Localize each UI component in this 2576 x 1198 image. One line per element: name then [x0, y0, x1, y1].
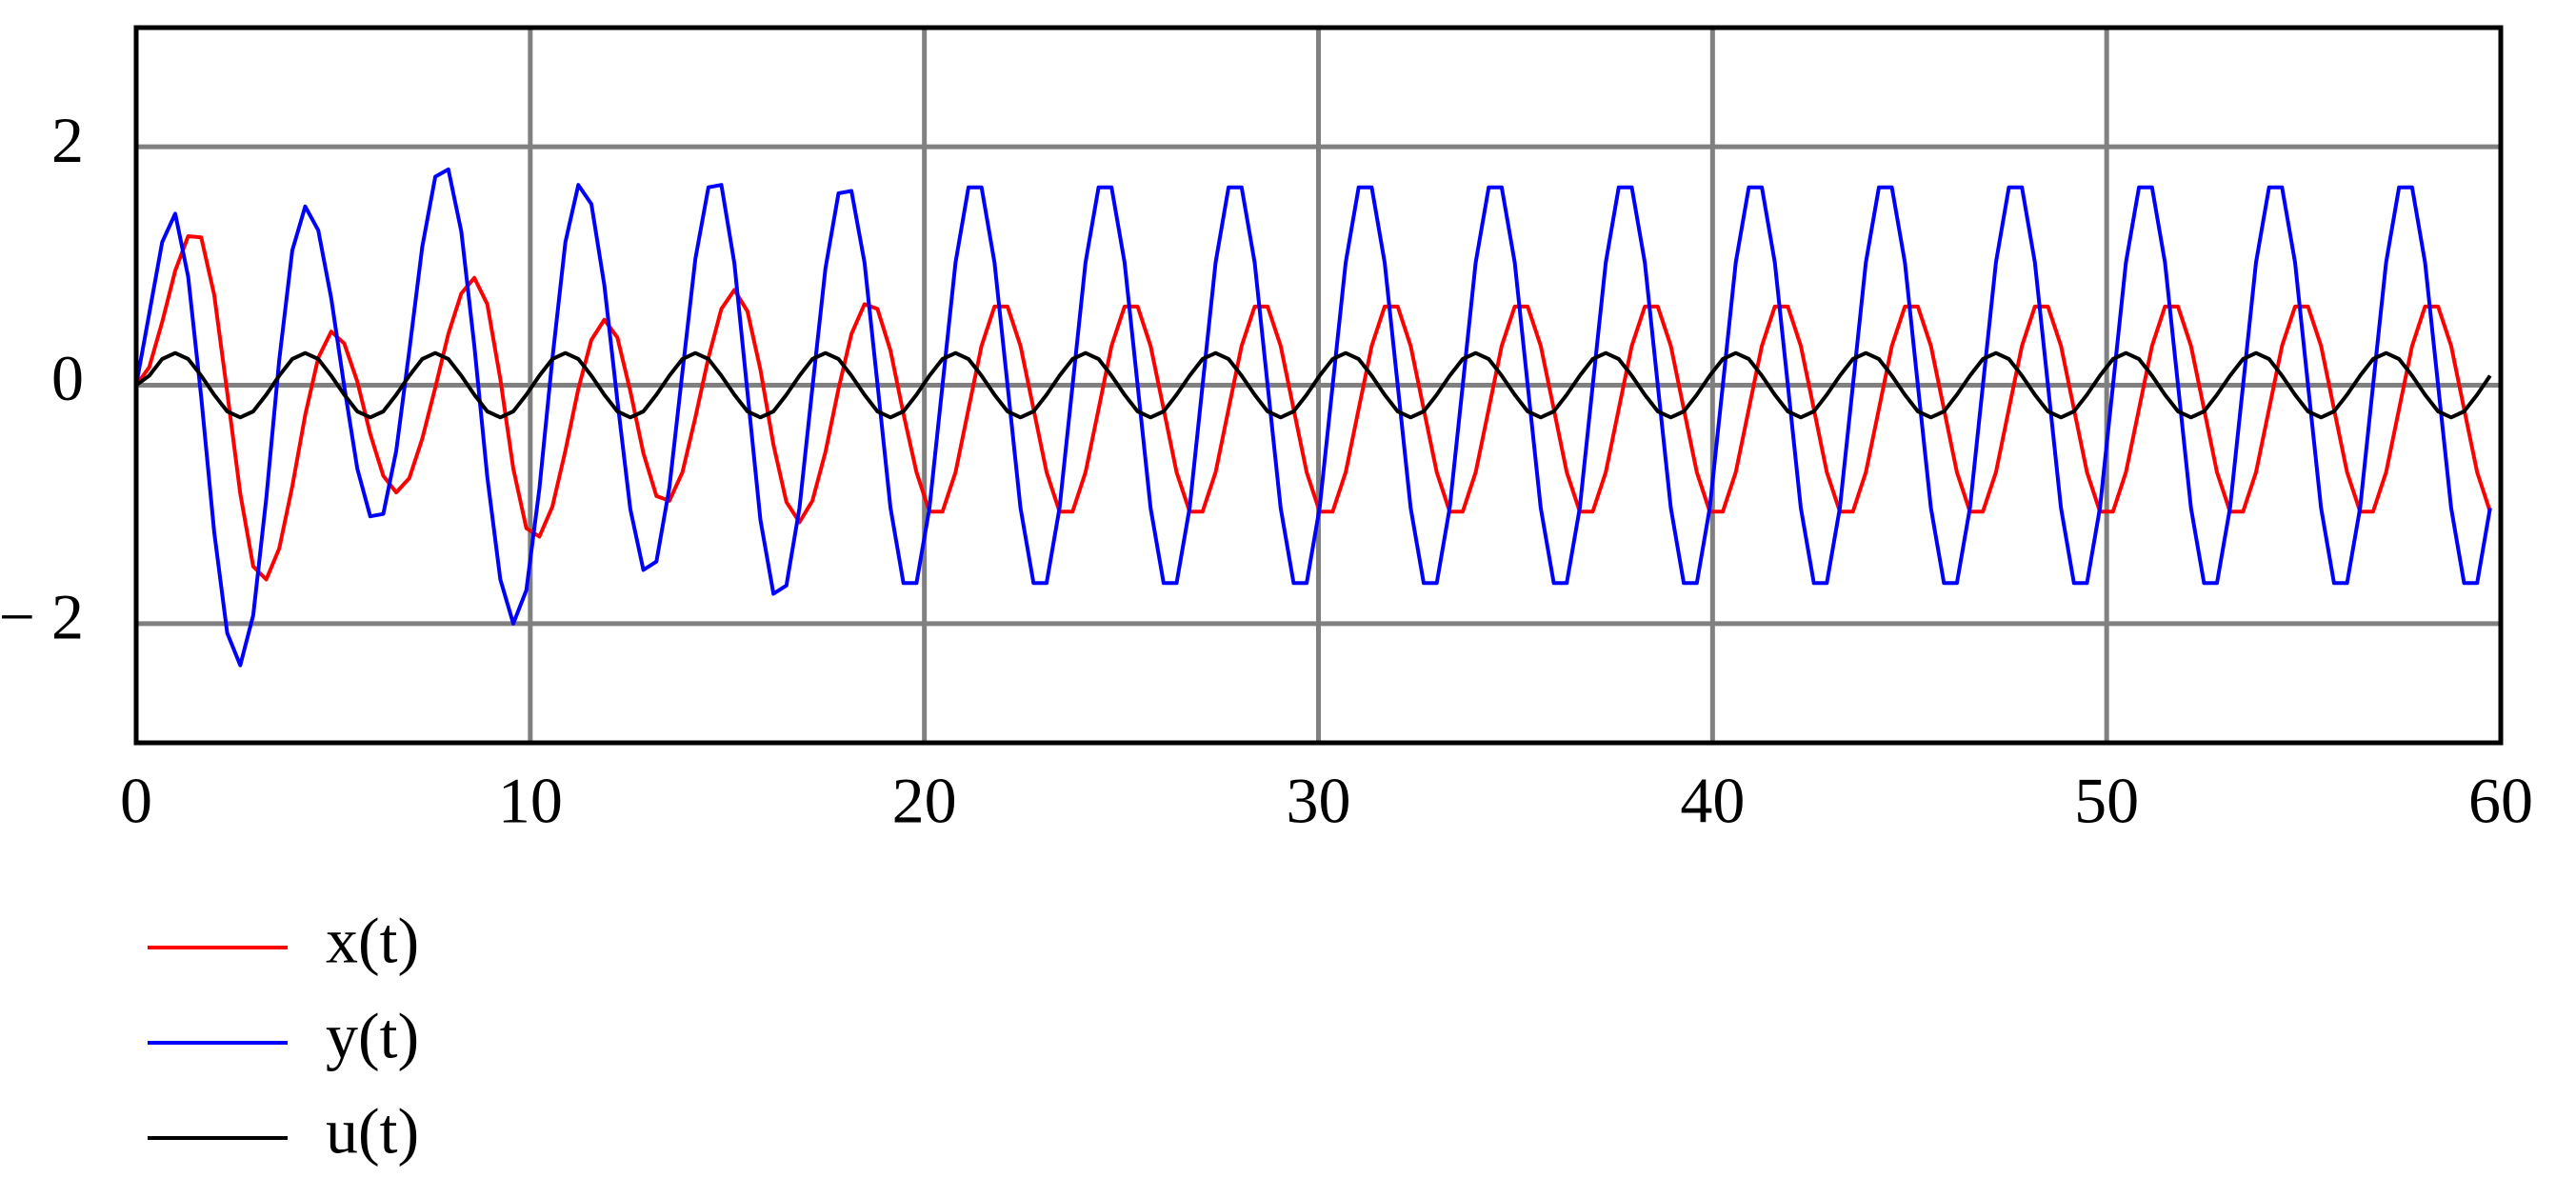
- series-line: [134, 167, 2492, 668]
- y-tick-label: 2: [51, 104, 84, 176]
- x-tick-label: 60: [2468, 765, 2533, 837]
- legend-label: y(t): [326, 1000, 419, 1072]
- x-tick-label: 40: [1680, 765, 1745, 837]
- legend-label: x(t): [326, 905, 419, 977]
- x-tick-label: 10: [498, 765, 563, 837]
- plot-frame: [133, 25, 2504, 746]
- series-line: [134, 234, 2492, 582]
- x-tick-label: 20: [892, 765, 957, 837]
- legend-label: u(t): [326, 1095, 419, 1168]
- x-tick-label: 0: [120, 765, 152, 837]
- x-tick-label: 30: [1287, 765, 1351, 837]
- y-tick-label: − 2: [0, 580, 84, 652]
- x-tick-label: 50: [2074, 765, 2139, 837]
- y-tick-label: 0: [51, 342, 84, 414]
- series-line: [134, 350, 2492, 420]
